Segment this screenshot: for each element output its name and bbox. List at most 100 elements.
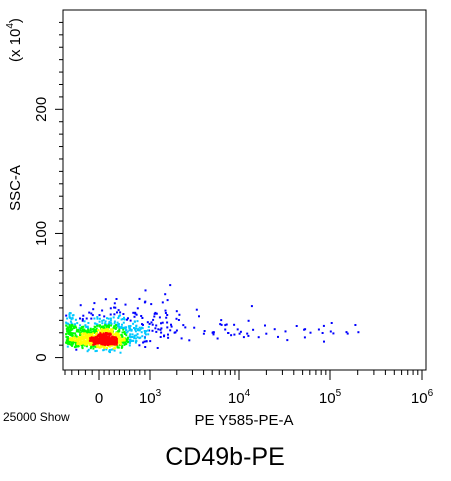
scatter-point [106,332,109,335]
scatter-point [66,317,69,320]
scatter-point [146,321,149,324]
scatter-point [227,332,230,334]
scatter-point [88,311,91,314]
scatter-point [83,331,86,334]
scatter-point [65,333,68,336]
scatter-point [103,315,106,318]
scatter-point [123,337,126,340]
scatter-point [68,331,70,334]
scatter-point [76,322,79,325]
y-tick-label: 200 [33,97,50,122]
scatter-point [138,344,141,347]
scatter-point [94,326,97,329]
scatter-point [72,342,75,345]
scatter-point [83,339,85,342]
scatter-point [86,333,89,336]
scatter-point [122,313,125,315]
scatter-point [116,324,119,327]
scatter-point [133,335,136,338]
scatter-point [161,321,164,324]
scatter-point [104,333,107,336]
scatter-point [105,341,108,344]
scatter-point [164,309,167,312]
scatter-point [121,323,123,326]
scatter-point [67,327,70,330]
scatter-point [84,324,87,327]
scatter-point [151,329,154,332]
scatter-point [90,346,93,348]
scatter-point [110,338,113,341]
y-axis-title: SSC-A [7,165,24,211]
scatter-point [91,343,94,346]
scatter-point [80,332,83,335]
scatter-point [116,321,119,324]
scatter-point [125,329,128,332]
scatter-point [95,338,97,340]
scatter-point [346,332,349,335]
scatter-point [145,330,148,333]
scatter-point [127,325,130,328]
scatter-point [160,327,163,330]
scatter-point [273,328,276,331]
scatter-point [257,336,260,339]
scatter-point [112,334,115,337]
scatter-point [70,339,73,342]
scatter-point [101,322,104,325]
scatter-point [148,322,151,325]
scatter-point [109,313,112,316]
scatter-point [144,333,147,336]
scatter-point [115,335,118,338]
scatter-point [119,351,122,354]
scatter-point [120,333,123,336]
scatter-point [108,326,110,329]
scatter-point [134,328,137,331]
scatter-point [66,345,69,348]
scatter-point [108,349,111,351]
scatter-point [119,326,122,329]
scatter-point [68,316,71,319]
scatter-point [195,308,198,311]
scatter-point [75,335,78,338]
scatter-point [120,326,123,328]
scatter-point [72,325,75,328]
scatter-point [92,308,95,311]
scatter-point [132,322,135,325]
scatter-point [80,338,83,340]
scatter-point [72,340,75,343]
scatter-point [113,343,116,346]
scatter-point [77,338,80,341]
scatter-point [246,332,249,335]
scatter-point [90,336,93,339]
scatter-point [65,341,68,344]
scatter-point [69,337,72,340]
scatter-point [136,307,139,310]
scatter-point [70,318,73,321]
chart-title: CD49b-PE [165,443,285,471]
scatter-point [115,298,118,300]
scatter-point [115,332,118,335]
scatter-point [113,302,116,305]
scatter-point [242,336,245,339]
scatter-point [94,350,97,353]
scatter-point [113,346,116,349]
scatter-point [92,341,95,344]
scatter-point [125,338,128,341]
scatter-point [106,328,109,331]
scatter-point [135,327,138,330]
scatter-point [123,343,126,346]
scatter-point [76,343,79,345]
scatter-point [135,324,138,327]
scatter-point [180,337,183,340]
scatter-point [116,311,118,314]
scatter-point [117,336,120,339]
scatter-point [133,334,136,337]
x-tick-label: 103 [139,388,162,407]
scatter-point [124,337,127,340]
scatter-point [239,330,242,333]
scatter-point [128,340,131,343]
scatter-point [317,328,320,331]
scatter-point [81,335,84,338]
scatter-point [113,338,116,341]
scatter-point [94,329,97,332]
scatter-point [134,337,137,340]
